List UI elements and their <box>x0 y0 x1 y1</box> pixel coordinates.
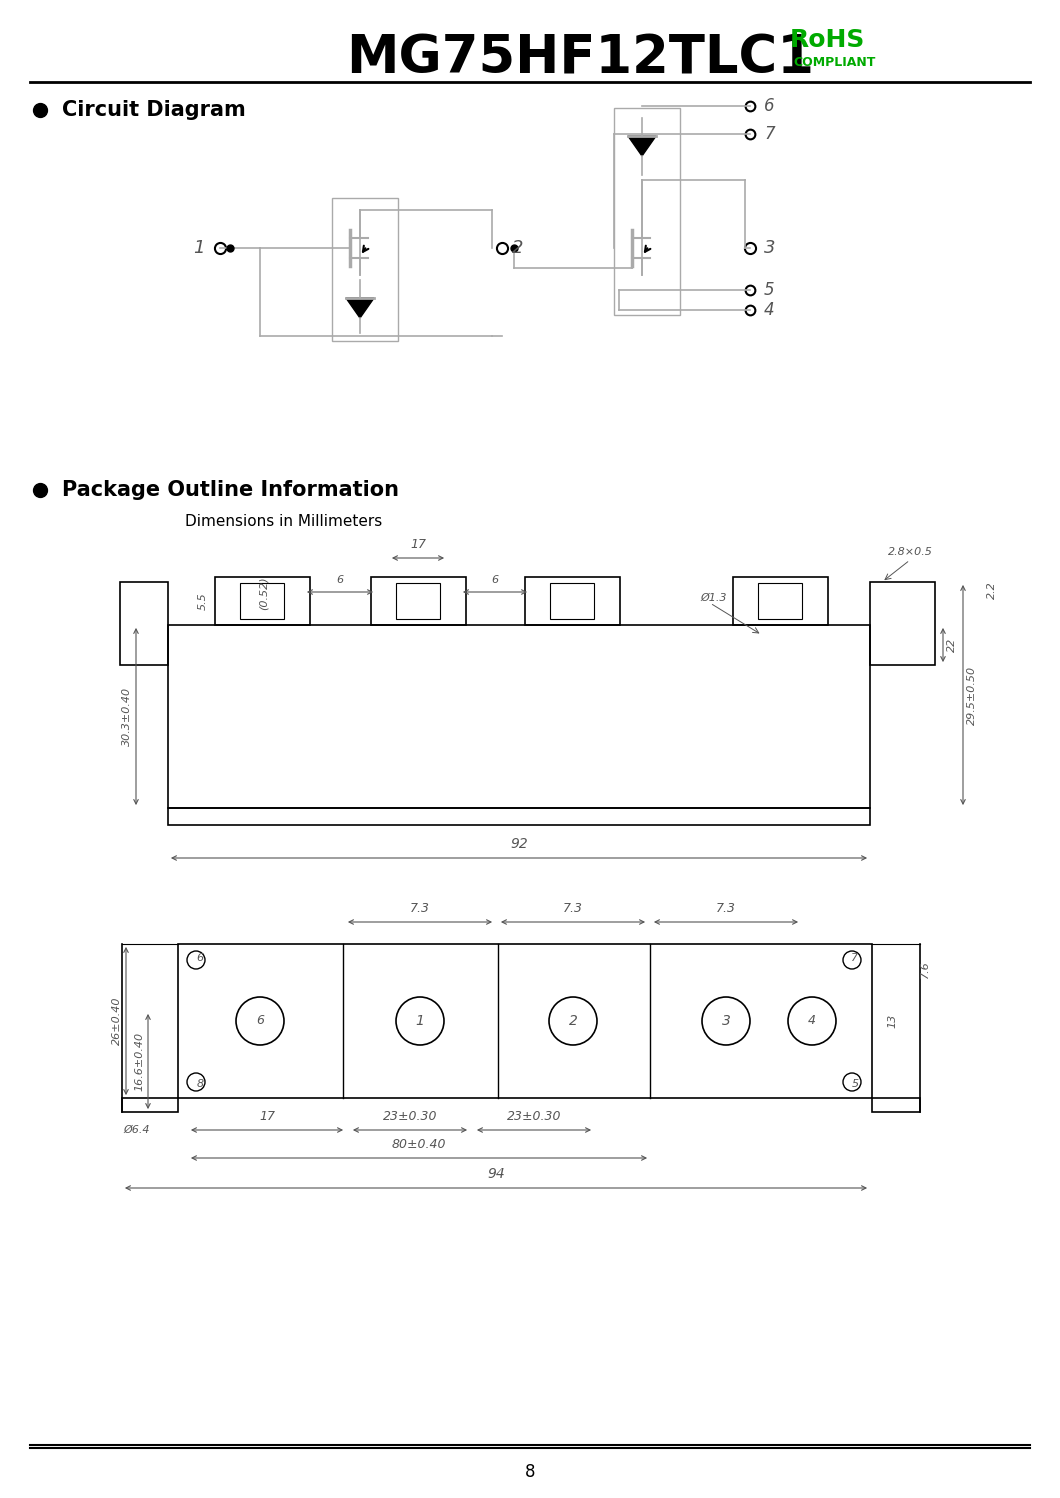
Text: 8: 8 <box>196 1079 204 1089</box>
Text: 6: 6 <box>492 575 498 586</box>
Bar <box>396 583 440 619</box>
Bar <box>734 577 828 625</box>
Bar <box>167 807 870 825</box>
Bar <box>167 625 870 807</box>
Text: 80±0.40: 80±0.40 <box>392 1138 446 1150</box>
Text: 2: 2 <box>568 1014 578 1028</box>
Bar <box>525 577 620 625</box>
Bar <box>240 583 284 619</box>
Text: 29.5±0.50: 29.5±0.50 <box>967 665 977 725</box>
Bar <box>178 944 872 1098</box>
Text: 3: 3 <box>764 240 776 258</box>
Text: 4: 4 <box>808 1014 816 1028</box>
Bar <box>614 108 681 315</box>
Text: COMPLIANT: COMPLIANT <box>793 55 876 69</box>
Text: 6: 6 <box>336 575 343 586</box>
Text: 7.6: 7.6 <box>920 960 930 978</box>
Text: 2: 2 <box>512 240 524 258</box>
Text: 22: 22 <box>947 638 957 652</box>
Text: RoHS: RoHS <box>790 28 865 52</box>
Bar <box>872 1098 920 1112</box>
Text: 2.2: 2.2 <box>987 581 997 599</box>
Bar <box>371 577 466 625</box>
Text: 7.3: 7.3 <box>410 902 430 915</box>
Text: 7: 7 <box>851 953 859 963</box>
Text: 16.6±0.40: 16.6±0.40 <box>134 1032 144 1091</box>
Text: 94: 94 <box>488 1167 505 1180</box>
Text: 5: 5 <box>851 1079 859 1089</box>
Bar <box>122 1098 178 1112</box>
Text: 23±0.30: 23±0.30 <box>507 1110 561 1124</box>
Bar <box>550 583 594 619</box>
Text: 3: 3 <box>722 1014 730 1028</box>
Text: 1: 1 <box>194 240 205 258</box>
Text: 7.3: 7.3 <box>716 902 736 915</box>
Text: 1: 1 <box>416 1014 424 1028</box>
Text: 17: 17 <box>410 538 426 551</box>
Text: 6: 6 <box>196 953 204 963</box>
Text: Package Outline Information: Package Outline Information <box>61 479 399 500</box>
Text: Circuit Diagram: Circuit Diagram <box>61 100 246 120</box>
Text: 17: 17 <box>259 1110 275 1124</box>
Text: 2.8×0.5: 2.8×0.5 <box>888 547 933 557</box>
Bar <box>332 198 398 342</box>
Text: 92: 92 <box>510 837 528 851</box>
Bar <box>758 583 802 619</box>
Text: 13: 13 <box>887 1014 897 1028</box>
Text: 30.3±0.40: 30.3±0.40 <box>122 688 132 746</box>
Text: 26±0.40: 26±0.40 <box>112 996 122 1046</box>
Text: 23±0.30: 23±0.30 <box>383 1110 437 1124</box>
Text: 4: 4 <box>764 301 775 319</box>
Polygon shape <box>628 136 656 156</box>
Text: Dimensions in Millimeters: Dimensions in Millimeters <box>186 514 383 529</box>
Text: 6: 6 <box>764 97 775 115</box>
Polygon shape <box>346 298 374 318</box>
Text: Ø1.3: Ø1.3 <box>700 593 726 604</box>
Text: (0.52): (0.52) <box>259 577 269 610</box>
Bar <box>120 583 167 665</box>
Text: 6: 6 <box>257 1014 264 1028</box>
Text: 7: 7 <box>764 124 775 142</box>
Text: MG75HF12TLC1: MG75HF12TLC1 <box>346 31 814 84</box>
Text: 8: 8 <box>525 1464 535 1482</box>
Text: 5.5: 5.5 <box>198 592 208 610</box>
Text: 7.3: 7.3 <box>563 902 583 915</box>
Text: Ø6.4: Ø6.4 <box>124 1125 151 1135</box>
Bar <box>215 577 310 625</box>
Text: 5: 5 <box>764 282 775 300</box>
Bar <box>870 583 935 665</box>
